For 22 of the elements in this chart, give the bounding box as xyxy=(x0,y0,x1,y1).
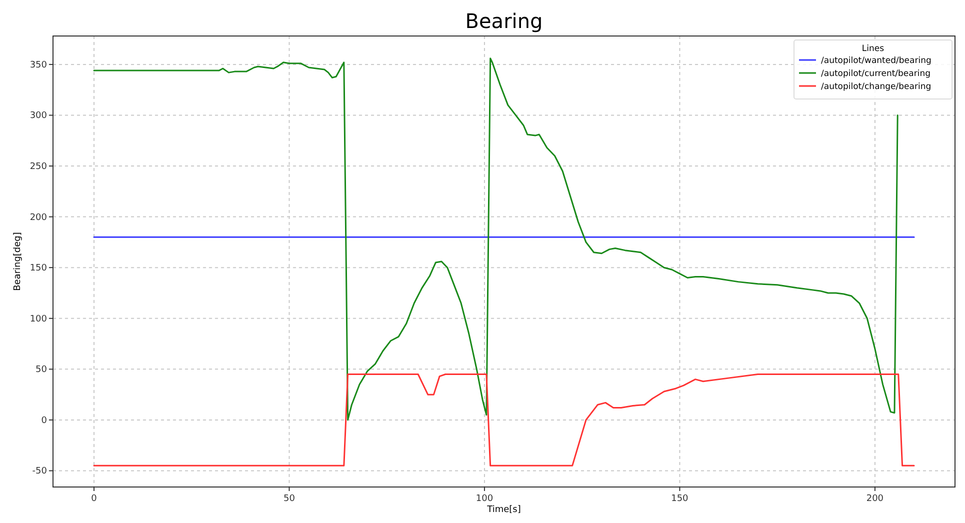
x-tick-label: 50 xyxy=(284,494,296,504)
line-series xyxy=(93,374,915,466)
legend-label: /autopilot/wanted/bearing xyxy=(821,56,932,66)
y-tick-label: 350 xyxy=(30,60,48,70)
x-tick-label: 150 xyxy=(671,494,689,504)
y-tick-label: 300 xyxy=(30,111,48,122)
y-tick-label: 0 xyxy=(41,416,48,426)
chart-title: Bearing xyxy=(465,9,543,33)
x-axis-title: Time[s] xyxy=(486,505,521,515)
x-tick-label: 200 xyxy=(866,494,884,504)
legend-label: /autopilot/current/bearing xyxy=(821,69,931,79)
y-tick-label: 250 xyxy=(30,162,48,172)
y-tick-label: 200 xyxy=(30,212,48,223)
y-tick-label: 50 xyxy=(36,365,48,376)
y-tick-label: 100 xyxy=(30,314,48,324)
x-tick-label: 0 xyxy=(91,494,98,504)
y-axis-title: Bearing[deg] xyxy=(13,232,23,291)
legend-title: Lines xyxy=(862,44,885,54)
y-tick-label: -50 xyxy=(32,466,48,477)
y-tick-label: 150 xyxy=(30,264,48,274)
legend-label: /autopilot/change/bearing xyxy=(821,82,932,92)
x-tick-label: 100 xyxy=(476,494,494,504)
